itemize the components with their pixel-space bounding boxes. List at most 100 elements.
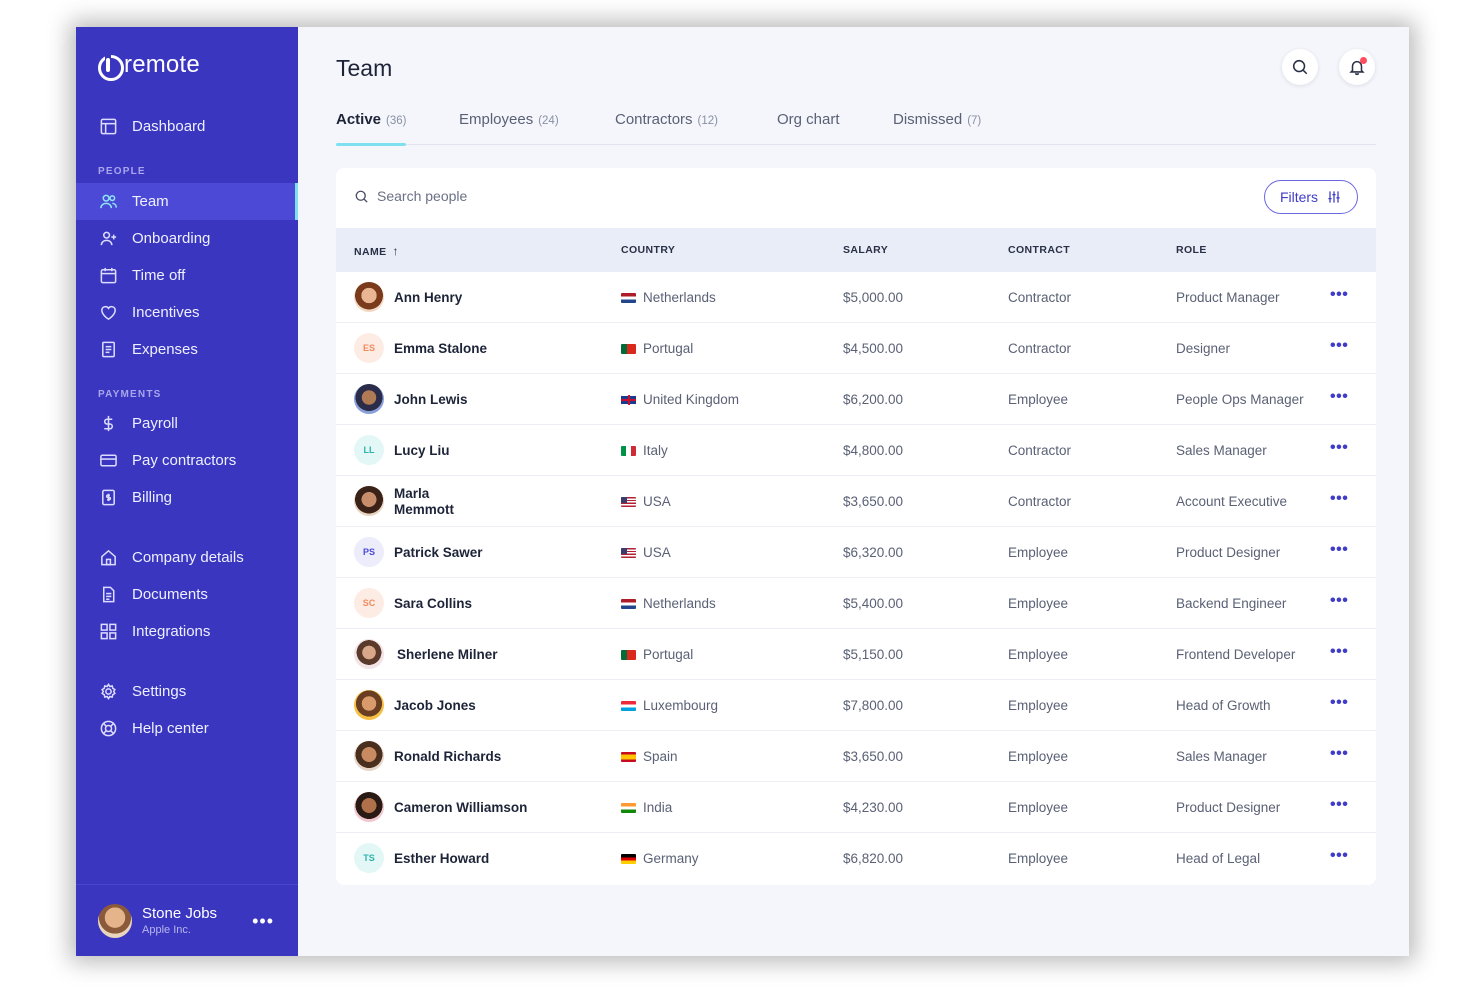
sidebar-item-label: Time off <box>132 267 186 284</box>
person-name[interactable]: Sara Collins <box>394 596 473 611</box>
contract-type: Employee <box>1008 749 1069 764</box>
role: Frontend Developer <box>1176 647 1296 662</box>
person-name[interactable]: Sherlene Milner <box>397 647 498 662</box>
person-name[interactable]: Ronald Richards <box>394 749 502 764</box>
person-name[interactable]: Esther Howard <box>394 851 490 866</box>
table-row[interactable]: John Lewis United Kingdom $6,200.00 Empl… <box>336 374 1376 425</box>
contract-type: Employee <box>1008 545 1069 560</box>
name-last: Memmott <box>394 502 454 517</box>
row-more-icon[interactable]: ••• <box>1330 286 1349 303</box>
table-row[interactable]: Ronald Richards Spain $3,650.00 Employee… <box>336 731 1376 782</box>
column-header-role[interactable]: ROLE <box>1176 244 1207 256</box>
search-input[interactable] <box>377 188 677 204</box>
table-row[interactable]: PS Patrick Sawer USA $6,320.00 Employee … <box>336 527 1376 578</box>
avatar: TS <box>354 843 384 873</box>
role: Backend Engineer <box>1176 596 1287 611</box>
person-name[interactable]: John Lewis <box>394 392 468 407</box>
person-name[interactable]: Cameron Williamson <box>394 800 528 815</box>
user-profile[interactable]: Stone Jobs Apple Inc. ••• <box>76 884 298 956</box>
sidebar-item-settings[interactable]: Settings <box>76 673 298 710</box>
country: Luxembourg <box>643 698 719 713</box>
table-row[interactable]: Ann Henry Netherlands $5,000.00 Contract… <box>336 272 1376 323</box>
sidebar-item-label: Dashboard <box>132 118 206 135</box>
flag-usa-icon <box>621 548 636 558</box>
table-row[interactable]: Marla Memmott USA $3,650.00 Contractor Ac… <box>336 476 1376 527</box>
sidebar-item-label: Onboarding <box>132 230 211 247</box>
table-row[interactable]: SC Sara Collins Netherlands $5,400.00 Em… <box>336 578 1376 629</box>
sidebar-item-help-center[interactable]: Help center <box>76 710 298 747</box>
sidebar-item-dashboard[interactable]: Dashboard <box>76 108 298 145</box>
filters-button[interactable]: Filters <box>1264 180 1358 214</box>
sidebar-item-documents[interactable]: Documents <box>76 576 298 613</box>
sidebar-item-company-details[interactable]: Company details <box>76 539 298 576</box>
table-row[interactable]: Cameron Williamson India $4,230.00 Emplo… <box>336 782 1376 833</box>
row-more-icon[interactable]: ••• <box>1330 643 1349 660</box>
person-name[interactable]: Lucy Liu <box>394 443 450 458</box>
column-header-name[interactable]: NAME ↑ <box>354 244 399 258</box>
search-icon <box>1292 59 1308 75</box>
table-row[interactable]: LL Lucy Liu Italy $4,800.00 Contractor S… <box>336 425 1376 476</box>
row-more-icon[interactable]: ••• <box>1330 337 1349 354</box>
person-name[interactable]: Jacob Jones <box>394 698 476 713</box>
row-more-icon[interactable]: ••• <box>1330 745 1349 762</box>
tab-employees[interactable]: Employees (24) <box>459 111 559 145</box>
sidebar-item-time-off[interactable]: Time off <box>76 257 298 294</box>
person-name[interactable]: Emma Stalone <box>394 341 488 356</box>
role: Product Designer <box>1176 800 1281 815</box>
person-name[interactable]: Marla Memmott <box>394 486 454 518</box>
column-header-contract[interactable]: CONTRACT <box>1008 244 1071 256</box>
row-more-icon[interactable]: ••• <box>1330 847 1349 864</box>
role: Account Executive <box>1176 494 1288 509</box>
contract-type: Employee <box>1008 392 1069 407</box>
tab-dismissed[interactable]: Dismissed (7) <box>893 111 981 145</box>
sidebar-item-team[interactable]: Team <box>76 183 298 220</box>
sidebar-item-label: Integrations <box>132 623 211 640</box>
card-icon <box>98 451 118 471</box>
person-name[interactable]: Ann Henry <box>394 290 463 305</box>
sidebar-item-incentives[interactable]: Incentives <box>76 294 298 331</box>
sidebar-item-billing[interactable]: Billing <box>76 479 298 516</box>
row-more-icon[interactable]: ••• <box>1330 796 1349 813</box>
contract-type: Contractor <box>1008 494 1072 509</box>
brand-name: remote <box>124 51 200 78</box>
notification-dot <box>1360 57 1367 64</box>
salary: $6,200.00 <box>843 392 904 407</box>
row-more-icon[interactable]: ••• <box>1330 592 1349 609</box>
salary: $4,800.00 <box>843 443 904 458</box>
salary: $7,800.00 <box>843 698 904 713</box>
person-name[interactable]: Patrick Sawer <box>394 545 483 560</box>
notifications-button[interactable] <box>1339 49 1375 85</box>
people-table-card: Filters NAME ↑ COUNTRY SALARY CONTRACT RO… <box>336 168 1376 885</box>
brand-logo[interactable]: remote <box>98 51 200 81</box>
column-header-country[interactable]: COUNTRY <box>621 244 676 256</box>
sidebar-item-expenses[interactable]: Expenses <box>76 331 298 368</box>
column-header-salary[interactable]: SALARY <box>843 244 889 256</box>
role: Designer <box>1176 341 1231 356</box>
row-more-icon[interactable]: ••• <box>1330 694 1349 711</box>
search-button[interactable] <box>1282 49 1318 85</box>
dashboard-icon <box>98 117 118 137</box>
row-more-icon[interactable]: ••• <box>1330 439 1349 456</box>
role: Head of Legal <box>1176 851 1261 866</box>
table-header: NAME ↑ COUNTRY SALARY CONTRACT ROLE <box>336 228 1376 272</box>
role: Product Designer <box>1176 545 1281 560</box>
row-more-icon[interactable]: ••• <box>1330 490 1349 507</box>
sidebar-item-integrations[interactable]: Integrations <box>76 613 298 650</box>
row-more-icon[interactable]: ••• <box>1330 388 1349 405</box>
table-row[interactable]: Sherlene Milner Portugal $5,150.00 Emplo… <box>336 629 1376 680</box>
role: Head of Growth <box>1176 698 1271 713</box>
sidebar-item-payroll[interactable]: Payroll <box>76 405 298 442</box>
sidebar-item-onboarding[interactable]: Onboarding <box>76 220 298 257</box>
sidebar-item-pay-contractors[interactable]: Pay contractors <box>76 442 298 479</box>
flag-netherlands-icon <box>621 599 636 609</box>
table-row[interactable]: TS Esther Howard Germany $6,820.00 Emplo… <box>336 833 1376 884</box>
table-row[interactable]: Jacob Jones Luxembourg $7,800.00 Employe… <box>336 680 1376 731</box>
row-more-icon[interactable]: ••• <box>1330 541 1349 558</box>
contract-type: Employee <box>1008 596 1069 611</box>
tab-active[interactable]: Active (36) <box>336 111 407 146</box>
contract-type: Contractor <box>1008 443 1072 458</box>
tab-org-chart[interactable]: Org chart <box>777 111 840 145</box>
more-options-icon[interactable]: ••• <box>252 911 274 931</box>
table-row[interactable]: ES Emma Stalone Portugal $4,500.00 Contr… <box>336 323 1376 374</box>
tab-contractors[interactable]: Contractors (12) <box>615 111 718 145</box>
